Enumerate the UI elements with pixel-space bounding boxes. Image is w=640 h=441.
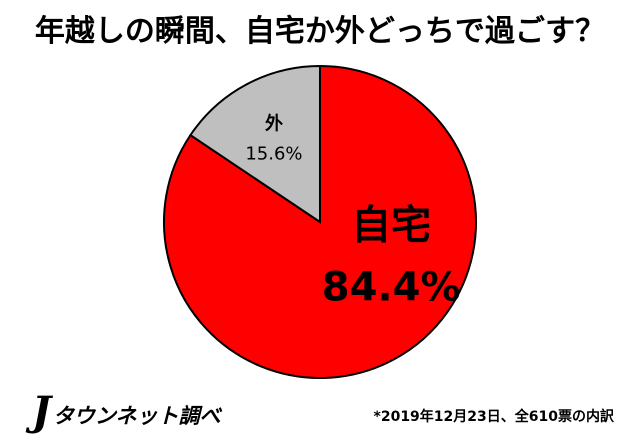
slice-value-home: 84.4% <box>322 264 461 310</box>
logo-mark: J <box>32 388 51 435</box>
slice-label-home: 自宅 <box>351 202 431 248</box>
slice-label-outside: 外 <box>265 112 283 134</box>
pie-slice-outside <box>189 64 321 224</box>
slice-value-outside: 15.6% <box>245 143 302 164</box>
logo-text: タウンネット調べ <box>52 404 221 428</box>
survey-footnote: *2019年12月23日、全610票の内訳 <box>373 409 614 425</box>
pie-slice-home <box>163 64 477 379</box>
chart-title: 年越しの瞬間、自宅か外どっちで過ごす？ <box>34 14 606 49</box>
j-town-net-logo: J タウンネット調べ <box>32 388 221 435</box>
